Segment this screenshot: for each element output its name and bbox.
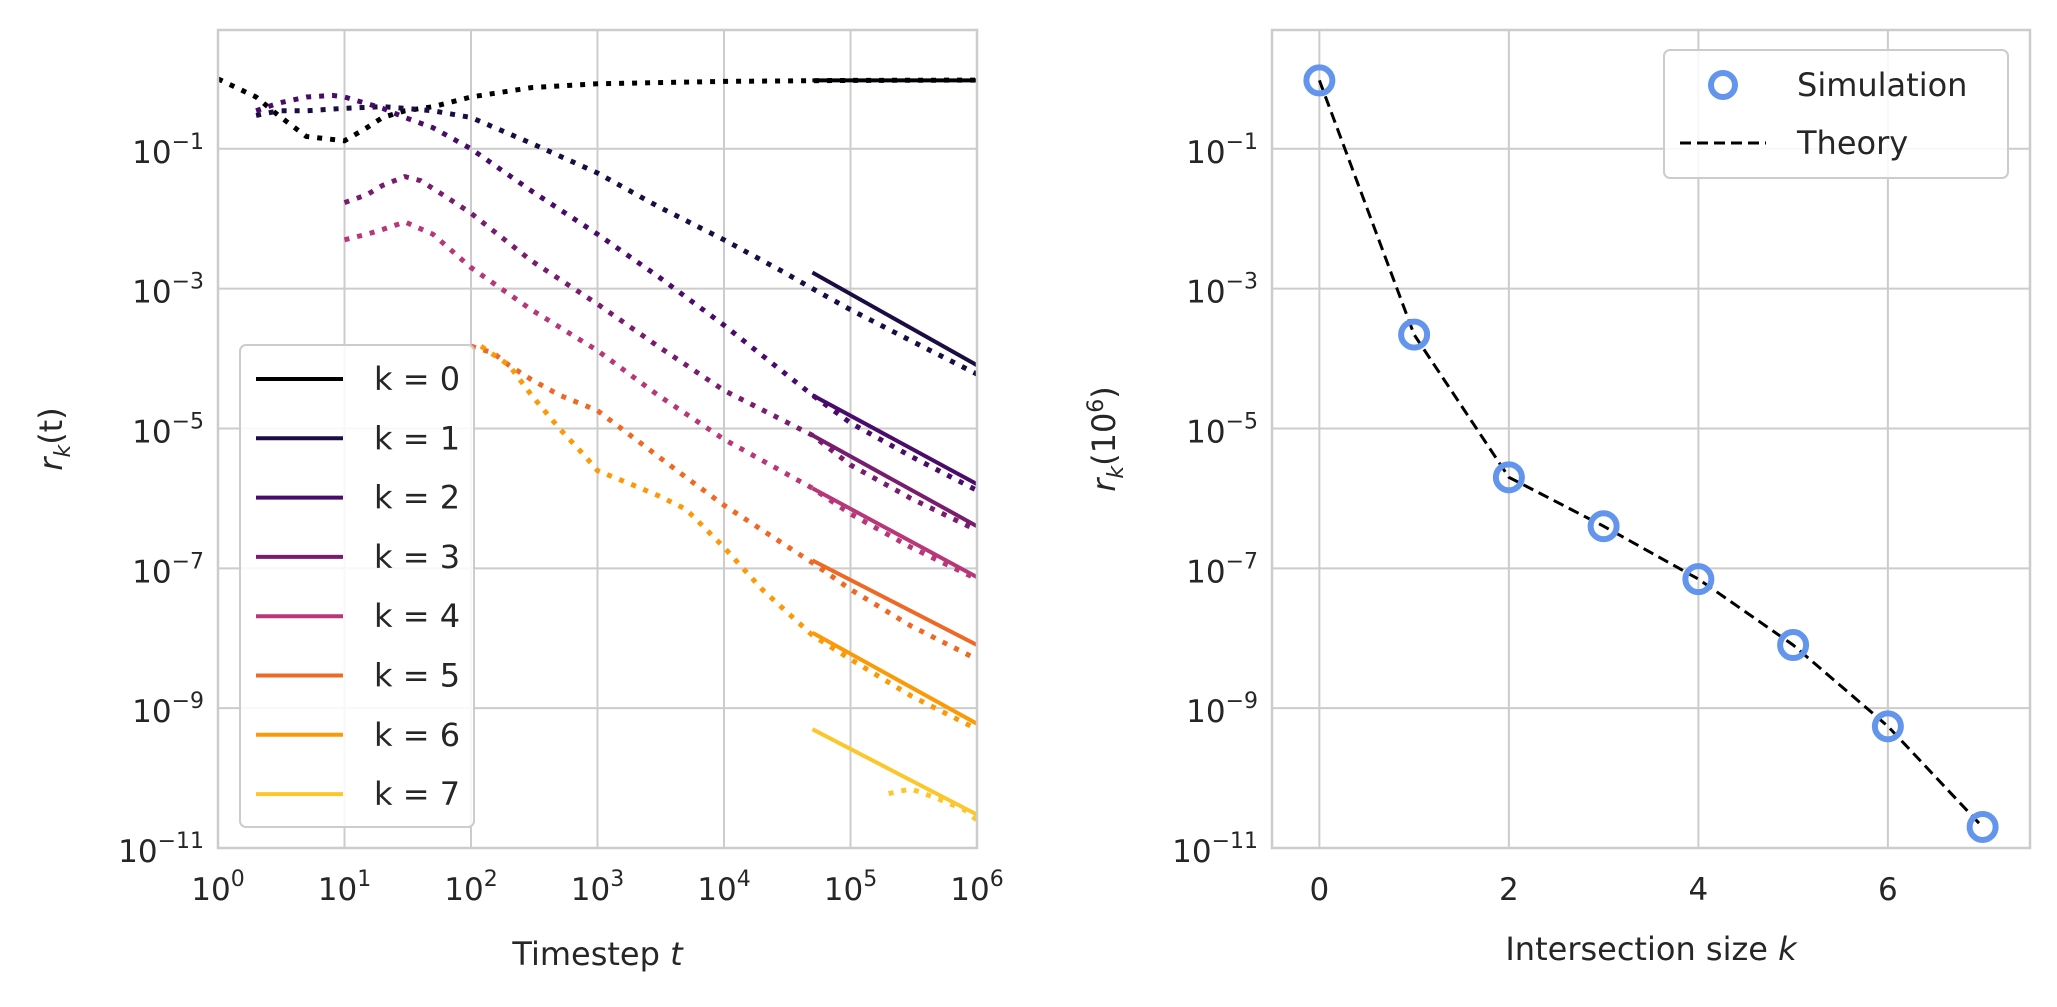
- legend-label: k = 5: [374, 657, 460, 695]
- x-axis-label: Timestep t: [511, 935, 684, 973]
- y-tick-label: 10−9: [132, 689, 204, 730]
- x-tick-label: 102: [444, 867, 497, 908]
- legend: k = 0 k = 1 k = 2 k = 3 k = 4 k = 5 k = 6 k = 7: [239, 344, 475, 828]
- x-tick-label: 106: [950, 867, 1003, 908]
- series-simulation-k1: [255, 104, 979, 377]
- x-tick-label: 4: [1689, 872, 1709, 908]
- legend-label: k = 0: [374, 360, 460, 398]
- simulation-point: [1777, 629, 1810, 662]
- y-tick-label: 10−11: [1172, 829, 1258, 870]
- legend: Simulation Theory: [1663, 49, 2009, 179]
- legend-label-simulation: Simulation: [1797, 66, 1967, 104]
- plot-frame: [216, 28, 979, 850]
- plot-frame: [1270, 28, 2032, 850]
- series-simulation-k6: [479, 344, 979, 732]
- simulation-point: [1966, 810, 1999, 843]
- simulation-point: [1492, 461, 1525, 494]
- x-tick-label: 2: [1499, 872, 1519, 908]
- series-theory-k4: [811, 486, 978, 579]
- x-tick-label: 103: [571, 867, 624, 908]
- legend-label: k = 1: [374, 419, 460, 457]
- series-simulation-k4: [343, 219, 979, 582]
- y-tick-label: 10−3: [1186, 270, 1258, 311]
- simulation-point: [1587, 510, 1620, 543]
- y-tick-label: 10−9: [1186, 689, 1258, 730]
- series-simulation-k7: [888, 786, 979, 823]
- series-simulation-k2: [255, 92, 979, 493]
- series-theory-k2: [811, 393, 978, 486]
- x-axis-label: Intersection size k: [1505, 930, 1798, 968]
- left-chart: 100 101 102 103 104 105 106 10−1 10−3 10−5 10−7 10−…: [32, 28, 1004, 973]
- x-tick-label: 100: [191, 867, 244, 908]
- legend-label: k = 4: [374, 597, 460, 635]
- legend-box: [1663, 49, 2009, 179]
- y-tick-label: 10−11: [118, 829, 204, 870]
- series-theory-k6: [811, 630, 978, 726]
- legend-label: k = 7: [374, 775, 460, 813]
- series-simulation-k0: [216, 76, 978, 144]
- y-tick-label: 10−3: [132, 270, 204, 311]
- legend-label-theory: Theory: [1796, 124, 1908, 162]
- simulation-point: [1682, 563, 1715, 596]
- y-tick-label: 10−5: [1186, 409, 1258, 450]
- legend-box: [239, 344, 475, 828]
- legend-swatch-simulation: [1708, 70, 1738, 100]
- y-axis-label: rk(t): [32, 407, 76, 470]
- y-tick-label: 10−7: [132, 549, 204, 590]
- series-theory-k7: [811, 727, 978, 817]
- legend-label: k = 6: [374, 716, 460, 754]
- y-tick-label: 10−1: [132, 130, 204, 171]
- theory-line: [1317, 79, 1984, 829]
- series-theory-k5: [811, 558, 978, 647]
- y-tick-label: 10−5: [132, 409, 204, 450]
- series-simulation-k5: [470, 343, 979, 662]
- x-tick-label: 0: [1310, 872, 1330, 908]
- simulation-point: [1398, 318, 1431, 351]
- y-axis-label: rk(106): [1084, 386, 1129, 492]
- simulation-point: [1871, 710, 1904, 743]
- x-tick-label: 105: [824, 867, 877, 908]
- series-theory-k3: [811, 433, 978, 528]
- simulation-point: [1303, 64, 1336, 97]
- right-chart: 0 2 4 6 10−1 10−3 10−5 10−7 10−9 10−11 Intersectio…: [1084, 28, 2032, 968]
- legend-label: k = 3: [374, 538, 460, 576]
- x-tick-label: 104: [697, 867, 750, 908]
- legend-label: k = 2: [374, 479, 460, 517]
- x-tick-label: 101: [318, 867, 371, 908]
- series-theory-k1: [811, 270, 978, 368]
- y-tick-label: 10−1: [1186, 130, 1258, 171]
- x-tick-label: 6: [1878, 872, 1898, 908]
- y-tick-label: 10−7: [1186, 549, 1258, 590]
